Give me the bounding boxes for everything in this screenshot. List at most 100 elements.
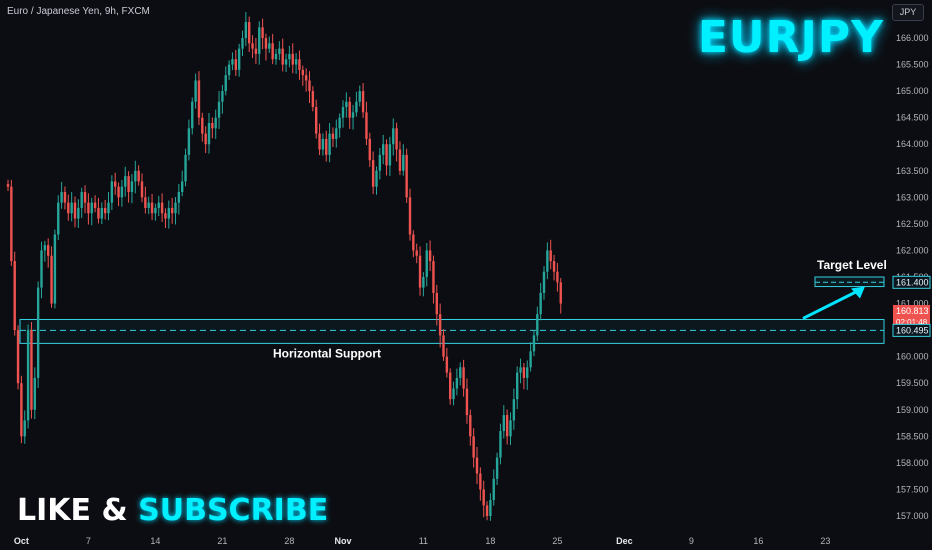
candle-body[interactable]: [519, 367, 522, 373]
candle-body[interactable]: [459, 367, 462, 378]
candle-body[interactable]: [268, 43, 271, 49]
candle-body[interactable]: [418, 255, 422, 288]
candle-body[interactable]: [415, 250, 418, 256]
candle-body[interactable]: [130, 181, 134, 193]
candle-body[interactable]: [318, 133, 321, 150]
candle-body[interactable]: [291, 53, 294, 65]
candle-body[interactable]: [40, 250, 43, 288]
candle-body[interactable]: [50, 255, 53, 304]
candle-body[interactable]: [271, 43, 274, 60]
candle-body[interactable]: [442, 335, 445, 357]
candle-body[interactable]: [559, 282, 562, 304]
candle-body[interactable]: [331, 133, 335, 139]
candle-body[interactable]: [378, 154, 382, 171]
candle-body[interactable]: [345, 101, 348, 108]
candle-body[interactable]: [6, 184, 10, 187]
candle-body[interactable]: [80, 192, 83, 208]
candle-body[interactable]: [462, 367, 465, 389]
candle-body[interactable]: [207, 122, 211, 145]
candle-body[interactable]: [382, 144, 385, 155]
candle-body[interactable]: [77, 207, 80, 219]
candle-body[interactable]: [435, 292, 438, 315]
candle-body[interactable]: [13, 261, 16, 331]
candle-body[interactable]: [124, 176, 127, 187]
candle-body[interactable]: [23, 420, 26, 437]
candle-body[interactable]: [184, 154, 187, 182]
candle-body[interactable]: [385, 144, 388, 166]
candle-body[interactable]: [16, 330, 20, 384]
candle-body[interactable]: [492, 478, 495, 501]
candle-body[interactable]: [63, 192, 67, 203]
candle-body[interactable]: [100, 207, 103, 219]
candle-body[interactable]: [412, 234, 415, 251]
candle-body[interactable]: [194, 80, 197, 102]
candle-body[interactable]: [244, 22, 248, 38]
candle-body[interactable]: [67, 202, 70, 214]
candle-body[interactable]: [395, 128, 398, 150]
candle-body[interactable]: [428, 250, 432, 262]
candle-body[interactable]: [264, 38, 268, 49]
candle-body[interactable]: [432, 261, 435, 293]
candle-body[interactable]: [227, 64, 231, 76]
candle-body[interactable]: [43, 245, 47, 251]
candle-body[interactable]: [288, 53, 291, 60]
candle-body[interactable]: [351, 112, 355, 118]
candle-body[interactable]: [261, 27, 264, 38]
candle-body[interactable]: [405, 154, 408, 198]
candle-body[interactable]: [294, 59, 298, 65]
candle-body[interactable]: [191, 101, 194, 129]
candle-body[interactable]: [375, 170, 378, 187]
candle-body[interactable]: [127, 176, 130, 193]
candle-body[interactable]: [502, 415, 505, 432]
candle-body[interactable]: [479, 473, 482, 490]
candle-body[interactable]: [30, 330, 33, 410]
candle-body[interactable]: [20, 383, 23, 437]
candle-body[interactable]: [495, 457, 499, 479]
candle-body[interactable]: [358, 91, 361, 102]
candle-body[interactable]: [392, 128, 395, 145]
candle-body[interactable]: [144, 197, 147, 208]
candle-body[interactable]: [335, 128, 338, 139]
candle-body[interactable]: [338, 117, 341, 129]
candle-body[interactable]: [134, 170, 137, 182]
candle-body[interactable]: [371, 160, 375, 187]
candle-body[interactable]: [475, 457, 479, 474]
candle-body[interactable]: [150, 202, 154, 214]
candle-body[interactable]: [536, 314, 539, 336]
candle-body[interactable]: [201, 117, 204, 134]
candle-body[interactable]: [237, 48, 241, 70]
candle-body[interactable]: [97, 207, 100, 219]
candle-body[interactable]: [529, 351, 532, 368]
candle-body[interactable]: [539, 292, 542, 315]
candle-body[interactable]: [174, 202, 177, 214]
candle-body[interactable]: [281, 48, 284, 65]
candle-body[interactable]: [221, 91, 224, 102]
candle-body[interactable]: [231, 59, 234, 65]
candle-body[interactable]: [542, 271, 546, 293]
candle-body[interactable]: [465, 388, 469, 416]
candle-body[interactable]: [552, 261, 556, 272]
candle-body[interactable]: [469, 415, 472, 437]
candle-body[interactable]: [160, 202, 164, 214]
candle-body[interactable]: [445, 356, 449, 373]
candle-body[interactable]: [315, 107, 318, 134]
candle-body[interactable]: [321, 138, 325, 150]
candle-body[interactable]: [499, 431, 502, 458]
candle-body[interactable]: [368, 138, 371, 161]
candle-body[interactable]: [251, 43, 254, 49]
candle-body[interactable]: [157, 202, 160, 208]
candle-body[interactable]: [10, 186, 13, 262]
currency-badge[interactable]: JPY: [892, 4, 924, 21]
candle-body[interactable]: [549, 250, 552, 262]
candle-body[interactable]: [485, 505, 489, 516]
candle-body[interactable]: [258, 27, 261, 54]
candle-body[interactable]: [60, 192, 63, 203]
candle-body[interactable]: [425, 250, 428, 277]
candle-body[interactable]: [181, 181, 184, 193]
candle-body[interactable]: [117, 186, 120, 198]
candle-body[interactable]: [438, 314, 442, 336]
candle-body[interactable]: [234, 59, 237, 70]
symbol-label[interactable]: Euro / Japanese Yen, 9h, FXCM: [7, 6, 150, 17]
candle-body[interactable]: [304, 75, 308, 81]
